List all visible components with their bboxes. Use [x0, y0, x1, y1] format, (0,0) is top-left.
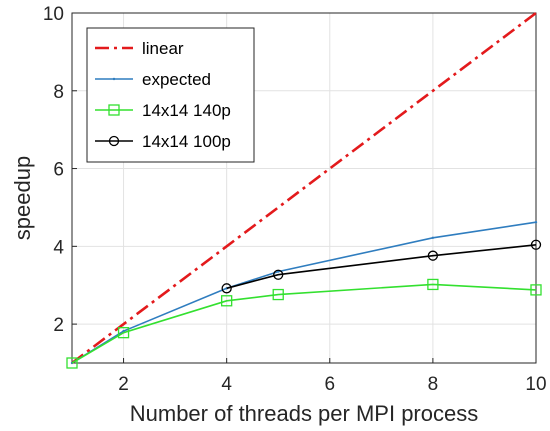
series-line: [71, 221, 537, 364]
data-point: [530, 239, 542, 250]
axis-ticks: 2 4 6 8 10 2 4 6 8 10: [43, 4, 547, 395]
y-tick-label: 4: [53, 237, 64, 258]
plot-area-frame: [71, 12, 537, 364]
data-point: [221, 283, 232, 294]
x-tick-label: 4: [221, 374, 232, 395]
series-line: [71, 11, 537, 365]
x-tick-label: 6: [324, 374, 335, 395]
y-tick-label: 6: [53, 160, 64, 181]
legend-label: linear: [142, 39, 184, 58]
y-axis-label: speedup: [10, 156, 35, 240]
legend-box: [86, 27, 255, 163]
legend-marker: [108, 104, 120, 116]
data-point: [272, 288, 284, 301]
y-tick-label: 8: [53, 82, 64, 103]
x-tick-label: 8: [428, 374, 439, 395]
series-14x14-140p: [66, 278, 542, 369]
y-tick-label: 2: [53, 315, 64, 336]
x-axis-label: Number of threads per MPI process: [130, 401, 478, 426]
data-point: [427, 250, 439, 261]
data-point: [427, 278, 439, 291]
legend-label: 14x14 100p: [142, 132, 231, 151]
legend-marker: [108, 135, 120, 147]
data-point: [66, 357, 78, 369]
data-point: [534, 221, 538, 224]
data-point: [117, 327, 130, 339]
series-line: [226, 244, 537, 290]
data-point: [221, 295, 233, 307]
legend: linear expected 14x14 140p 14x14 100p: [86, 27, 255, 163]
series-line: [71, 283, 537, 364]
series-14x14-100p: [221, 239, 542, 294]
data-point: [431, 236, 435, 239]
data-point: [277, 270, 280, 273]
legend-label: expected: [142, 70, 211, 89]
series-lines: [66, 11, 542, 369]
legend-label: 14x14 140p: [142, 101, 231, 120]
legend-marker: [112, 77, 116, 81]
y-tick-label: 10: [43, 4, 64, 25]
x-tick-label: 2: [118, 374, 129, 395]
data-point: [273, 269, 284, 280]
series-linear: [71, 11, 537, 365]
x-tick-label: 10: [525, 374, 546, 395]
data-point: [530, 284, 542, 296]
